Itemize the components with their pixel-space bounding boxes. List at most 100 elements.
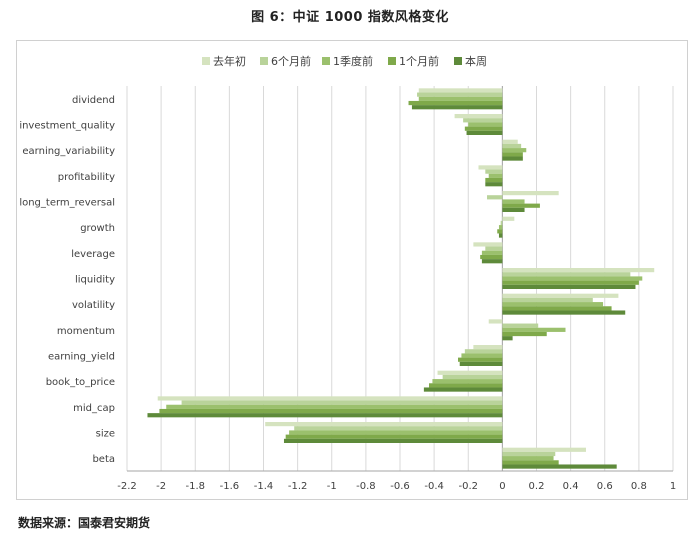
bar — [181, 400, 503, 405]
legend-label: 6个月前 — [271, 54, 311, 68]
bar — [437, 370, 503, 375]
category-label: size — [96, 429, 115, 440]
legend-swatch — [322, 57, 330, 65]
figure-title: 图 6：中证 1000 指数风格变化 — [251, 10, 449, 25]
category-label: liquidity — [75, 275, 115, 286]
bar — [442, 374, 503, 380]
x-tick-label: -0.6 — [390, 481, 410, 492]
bar — [502, 323, 539, 328]
bar — [294, 426, 503, 431]
bar — [498, 225, 503, 230]
bar — [480, 254, 503, 260]
bar — [500, 220, 503, 226]
category-label: earning_variability — [22, 146, 115, 157]
legend-swatch — [202, 57, 210, 65]
x-tick-label: -1.8 — [185, 481, 205, 492]
source-note: 数据来源：国泰君安期货 — [18, 516, 151, 530]
bar — [464, 349, 503, 354]
bar — [502, 460, 559, 465]
bar — [502, 280, 639, 285]
bar — [498, 233, 503, 238]
style-exposure-chart: -2.2 -2 -1.8 -1.6 -1.4 -1.2 -1 -0.8 -0.6 -0.4 -0.2… — [19, 54, 676, 492]
bar — [408, 100, 503, 106]
category-label: growth — [80, 223, 115, 234]
category-label: long_term_reversal — [19, 198, 115, 209]
bar — [502, 284, 636, 289]
bar — [418, 96, 503, 101]
bar — [502, 297, 593, 303]
bar — [502, 276, 643, 281]
legend-label: 去年初 — [213, 54, 246, 68]
bar — [464, 126, 503, 131]
x-tick-label: -0.2 — [458, 481, 478, 492]
x-tick-label: 0.8 — [631, 481, 647, 492]
legend-label: 1个月前 — [399, 54, 439, 68]
bar — [463, 118, 503, 123]
bar — [454, 114, 503, 119]
bar — [502, 199, 525, 204]
category-label: earning_yield — [48, 352, 115, 363]
bar — [502, 143, 522, 149]
bar — [497, 229, 503, 234]
bar — [502, 191, 559, 196]
bar — [473, 345, 503, 350]
bar — [289, 430, 503, 435]
category-label: momentum — [57, 326, 115, 337]
bar — [485, 177, 503, 183]
chart-frame: -2.2 -2 -1.8 -1.6 -1.4 -1.2 -1 -0.8 -0.6 -0.4 -0.2… — [16, 40, 688, 500]
x-tick-label: -0.4 — [424, 481, 444, 492]
bar — [485, 182, 503, 187]
bar — [423, 387, 503, 392]
legend-label: 本周 — [465, 54, 487, 68]
bar — [411, 105, 503, 110]
bar — [159, 408, 503, 414]
legend-swatch — [388, 57, 396, 65]
bar — [502, 207, 525, 212]
category-label: mid_cap — [73, 403, 115, 414]
bar — [473, 242, 503, 247]
x-tick-label: -1 — [327, 481, 337, 492]
x-tick-label: -0.8 — [356, 481, 376, 492]
bar — [418, 88, 503, 93]
bar — [485, 169, 503, 174]
bar — [502, 152, 523, 157]
bar — [502, 464, 617, 469]
category-label: volatility — [72, 300, 115, 311]
category-label: book_to_price — [46, 377, 115, 388]
bar — [502, 139, 518, 144]
bar — [502, 156, 523, 161]
bar — [502, 293, 619, 298]
category-label: investment_quality — [19, 121, 115, 132]
x-tick-label: -2 — [156, 481, 166, 492]
bar — [485, 246, 503, 251]
bar — [147, 413, 503, 418]
bar — [502, 148, 527, 153]
bar — [466, 130, 503, 135]
bar — [458, 357, 503, 362]
x-tick-label: -1.4 — [254, 481, 274, 492]
x-tick-label: 1 — [670, 481, 676, 492]
bar — [468, 122, 503, 127]
bar — [157, 396, 503, 401]
category-label: profitability — [58, 172, 115, 183]
x-tick-label: -2.2 — [117, 481, 137, 492]
x-tick-label: 0.2 — [529, 481, 545, 492]
bar — [502, 306, 612, 311]
bar — [481, 250, 503, 255]
bar — [502, 203, 540, 208]
bar — [265, 422, 503, 427]
x-tick-label: 0.6 — [597, 481, 613, 492]
bar — [502, 336, 513, 341]
bar — [502, 272, 631, 277]
bar — [487, 195, 503, 200]
bar — [488, 173, 503, 178]
category-label: leverage — [71, 249, 115, 260]
bar — [502, 451, 556, 457]
bar — [283, 438, 503, 443]
category-label: dividend — [72, 95, 115, 106]
bar — [166, 404, 503, 409]
bar — [417, 92, 503, 97]
legend-label: 1季度前 — [333, 54, 373, 68]
bar — [459, 361, 503, 366]
bar — [461, 353, 503, 358]
